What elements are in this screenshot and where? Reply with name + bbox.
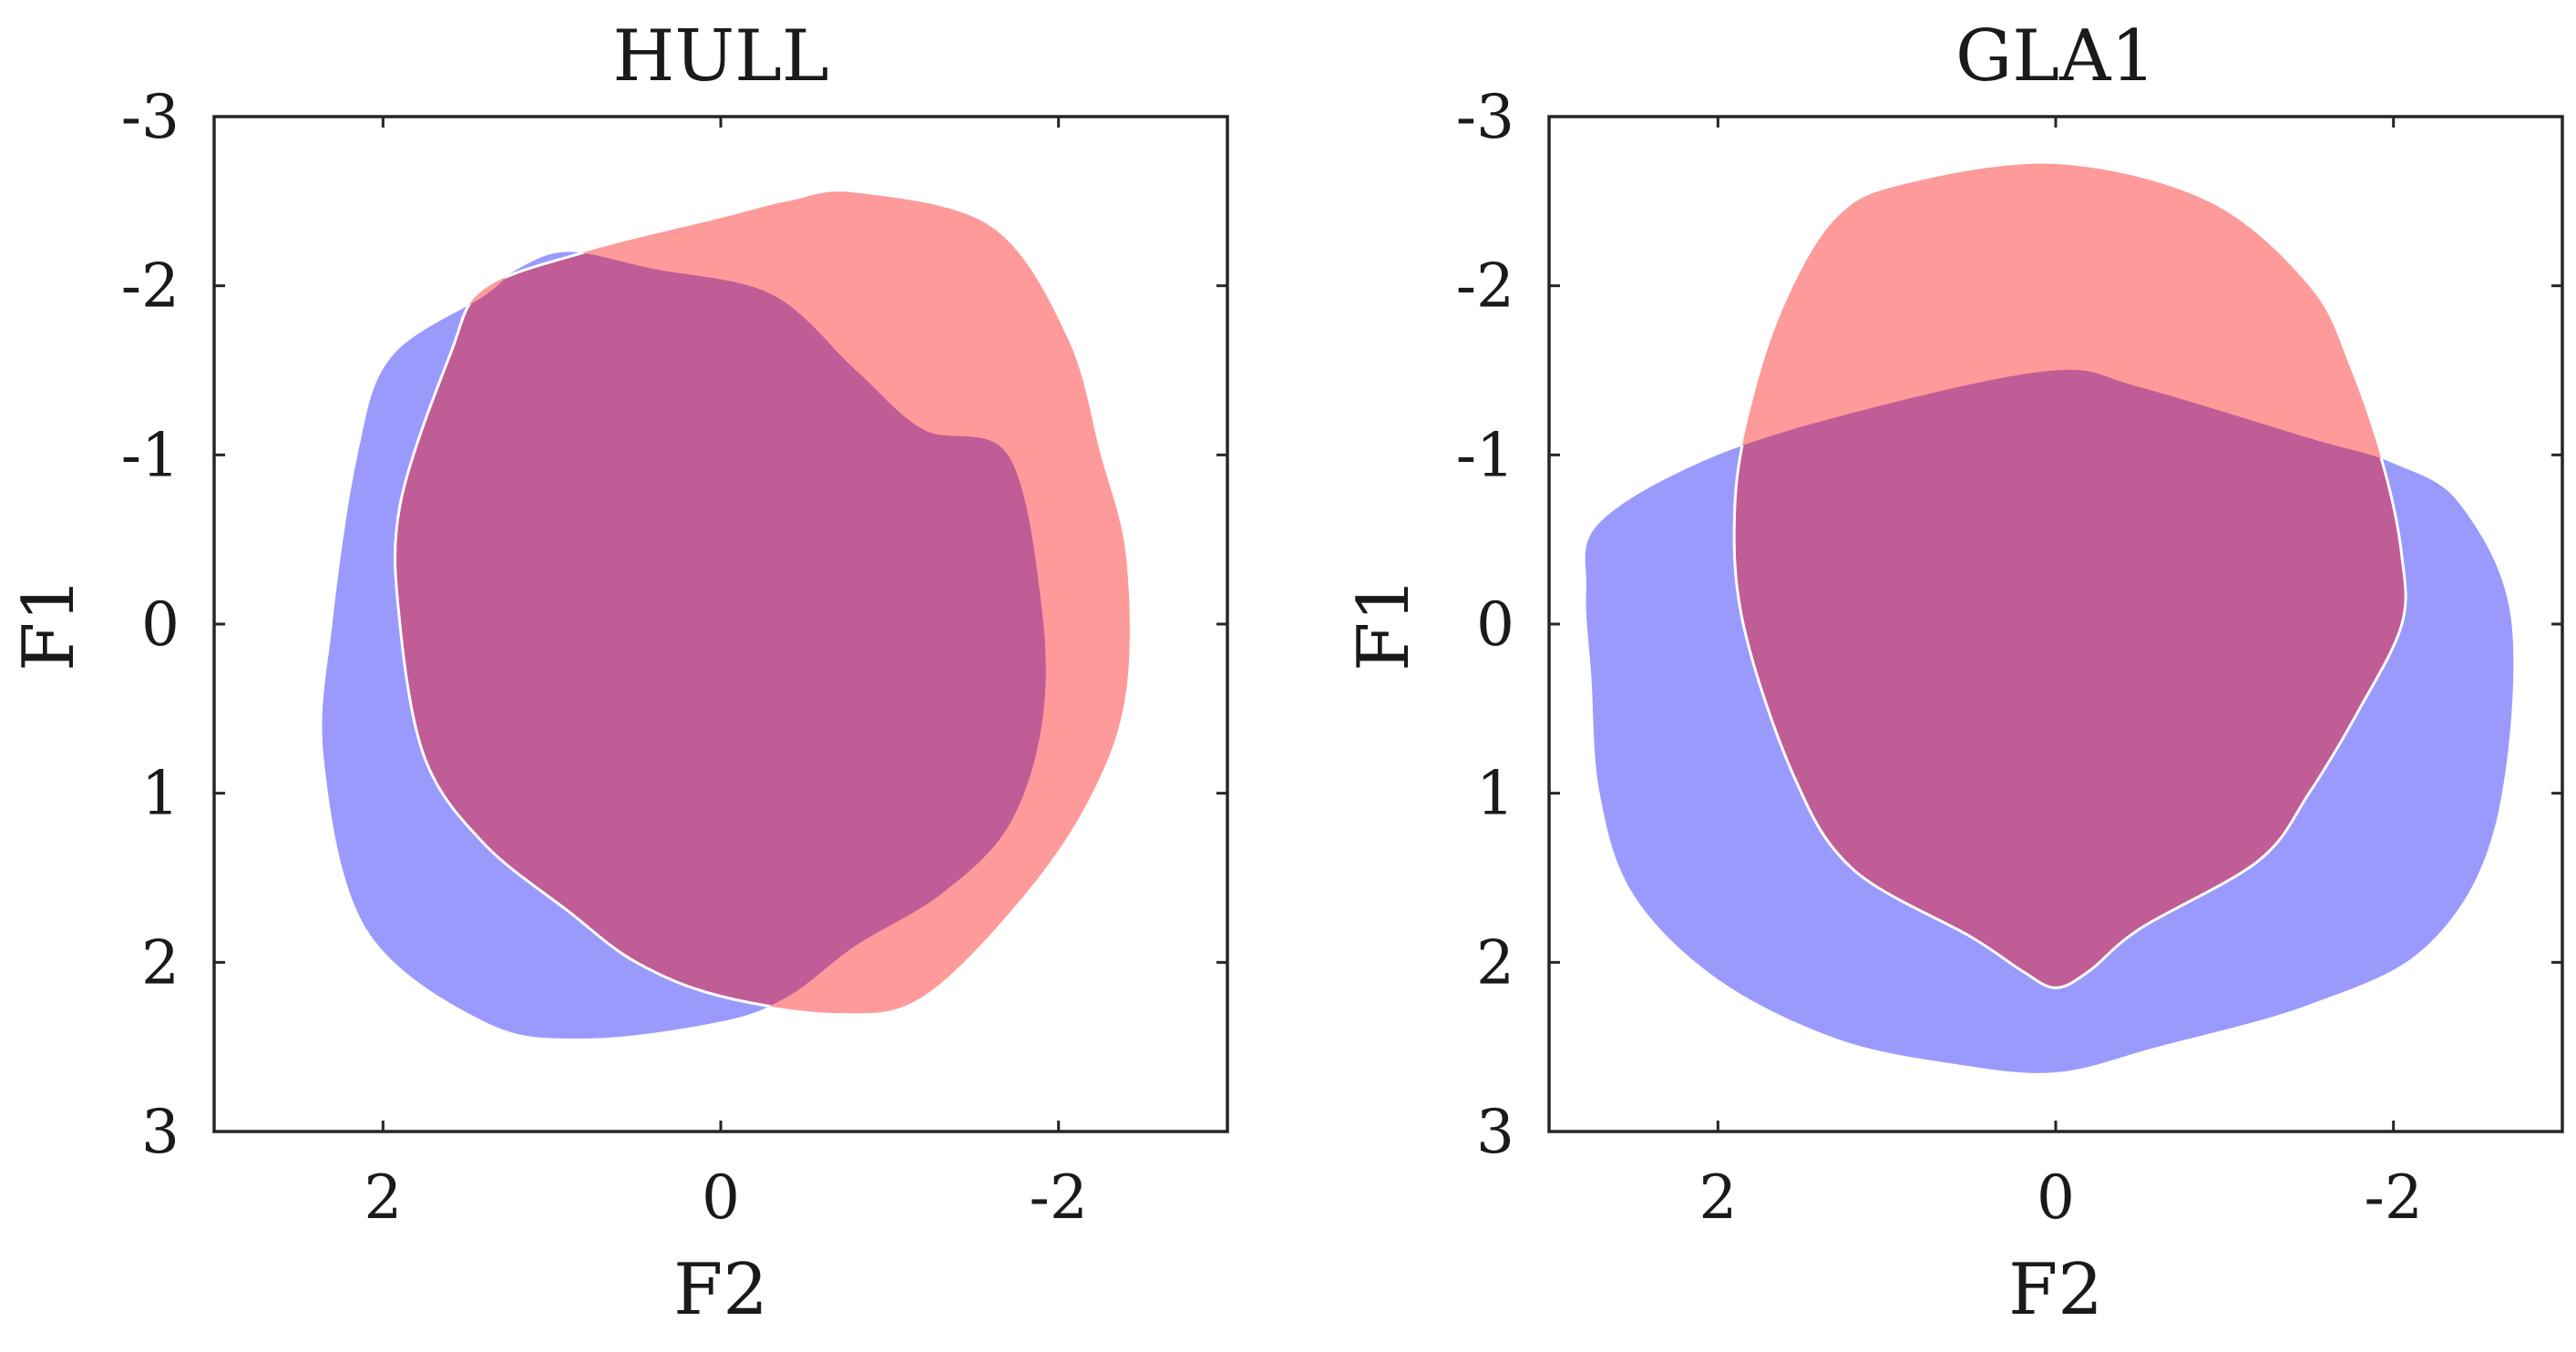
x-tick-label: 0 (702, 1163, 740, 1233)
x-tick-label: 0 (2037, 1163, 2075, 1233)
y-tick-label: 0 (141, 589, 180, 660)
y-tick-label: 3 (141, 1097, 180, 1167)
y-tick-label: -2 (121, 251, 180, 322)
subplot-hull: 2 0 -2 -3 -2 -1 0 1 2 3 HULL F2 F1 (8, 15, 1229, 1331)
x-tick-label: 2 (364, 1163, 402, 1233)
x-tick-label: 2 (1699, 1163, 1737, 1233)
y-tick-label: 1 (1476, 759, 1514, 829)
y-axis-label: F1 (1343, 577, 1425, 671)
x-tick-label: -2 (1030, 1163, 1088, 1233)
y-tick-label: 2 (1476, 927, 1514, 998)
y-axis-label: F1 (8, 577, 90, 671)
y-tick-label: -1 (1456, 420, 1514, 490)
plot-area (1585, 163, 2514, 1073)
y-tick-label: 2 (141, 927, 180, 998)
plot-area (322, 191, 1130, 1039)
overlap-region (1732, 369, 2407, 989)
y-tick-label: -3 (1456, 82, 1514, 152)
y-tick-label: 0 (1476, 589, 1514, 660)
y-tick-label: 1 (141, 759, 180, 829)
subplot-gla1: 2 0 -2 -3 -2 -1 0 1 2 3 GLA1 F2 F1 (1343, 15, 2564, 1331)
x-tick-label: -2 (2365, 1163, 2423, 1233)
x-axis-label: F2 (2008, 1249, 2103, 1331)
x-axis-label: F2 (673, 1249, 768, 1331)
chart-title: GLA1 (1955, 15, 2156, 97)
y-tick-label: -3 (121, 82, 180, 152)
y-tick-label: -1 (121, 420, 180, 490)
chart-title: HULL (612, 15, 828, 97)
y-tick-label: -2 (1456, 251, 1514, 322)
y-tick-label: 3 (1476, 1097, 1514, 1167)
